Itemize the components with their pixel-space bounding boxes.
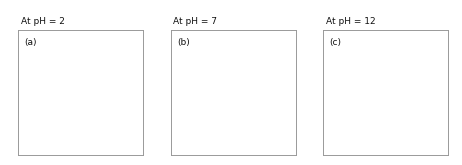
Text: (c): (c)	[330, 38, 341, 48]
Text: At pH = 7: At pH = 7	[173, 17, 217, 26]
Text: At pH = 2: At pH = 2	[21, 17, 65, 26]
Text: (b): (b)	[177, 38, 190, 48]
Text: (a): (a)	[25, 38, 37, 48]
Text: At pH = 12: At pH = 12	[326, 17, 375, 26]
